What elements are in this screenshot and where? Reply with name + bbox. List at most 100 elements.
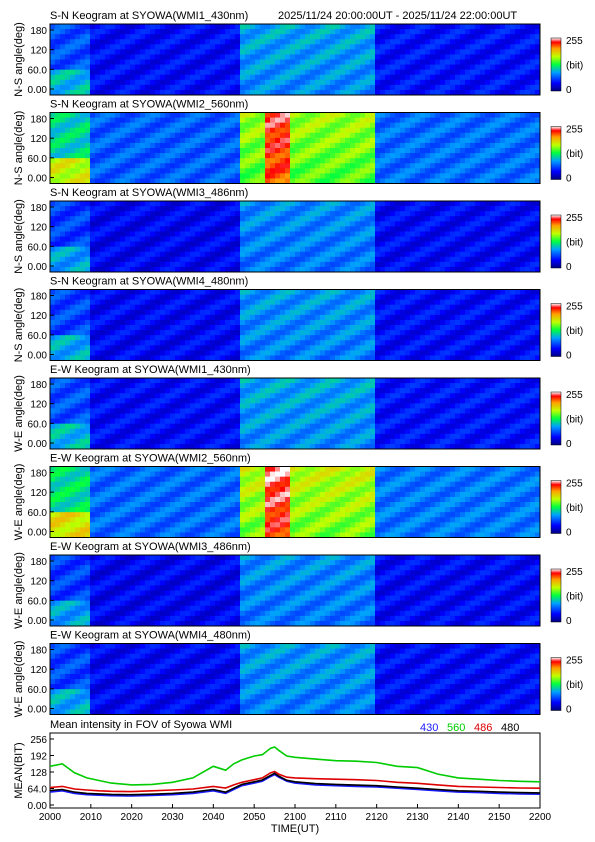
keogram-cell bbox=[60, 29, 66, 35]
keogram-cell bbox=[245, 266, 251, 273]
keogram-cell bbox=[285, 178, 291, 184]
keogram-cell bbox=[225, 304, 231, 311]
keogram-cell bbox=[240, 153, 246, 159]
keogram-cell bbox=[190, 64, 196, 71]
keogram-cell bbox=[385, 246, 391, 253]
keogram-cell bbox=[395, 132, 401, 139]
keogram-cell bbox=[220, 330, 226, 336]
keogram-cell bbox=[515, 132, 521, 139]
keogram-cell bbox=[350, 79, 356, 86]
keogram-cell bbox=[430, 246, 436, 253]
keogram-cell bbox=[425, 148, 431, 154]
keogram-cell bbox=[275, 340, 281, 346]
keogram-cell bbox=[115, 158, 121, 164]
keogram-cell bbox=[230, 132, 236, 139]
keogram-cell bbox=[120, 168, 126, 174]
keogram-cell bbox=[265, 122, 271, 129]
keogram-cell bbox=[235, 221, 241, 227]
keogram-cell bbox=[440, 256, 446, 263]
keogram-cell bbox=[60, 148, 66, 154]
keogram-cell bbox=[380, 206, 386, 212]
keogram-cell bbox=[100, 211, 106, 217]
keogram-cell bbox=[315, 84, 321, 91]
keogram-cell bbox=[90, 117, 96, 124]
keogram-cell bbox=[210, 89, 216, 96]
keogram-cell bbox=[160, 29, 166, 35]
keogram-cell bbox=[425, 206, 431, 212]
keogram-cell bbox=[220, 206, 226, 212]
keogram-cell bbox=[410, 49, 416, 55]
keogram-cell bbox=[125, 319, 131, 326]
keogram-cell bbox=[120, 148, 126, 154]
keogram-cell bbox=[305, 84, 311, 91]
keogram-cell bbox=[110, 340, 116, 346]
keogram-cell bbox=[425, 221, 431, 227]
keogram-cell bbox=[195, 89, 201, 96]
keogram-cell bbox=[340, 211, 346, 217]
keogram-cell bbox=[90, 350, 96, 356]
keogram-cell bbox=[420, 236, 426, 243]
keogram-cell bbox=[80, 236, 86, 243]
keogram-cell bbox=[85, 304, 91, 311]
keogram-cell bbox=[140, 261, 146, 268]
keogram-cell bbox=[220, 49, 226, 55]
keogram-cell bbox=[525, 163, 531, 169]
keogram-cell bbox=[125, 59, 131, 66]
keogram-cell bbox=[525, 84, 531, 91]
keogram-cell bbox=[465, 256, 471, 263]
keogram-cell bbox=[85, 226, 91, 232]
keogram-cell bbox=[435, 163, 441, 169]
keogram-cell bbox=[500, 251, 506, 258]
keogram-cell bbox=[190, 89, 196, 96]
keogram-cell bbox=[410, 132, 416, 139]
keogram-cell bbox=[515, 221, 521, 227]
keogram-cell bbox=[370, 168, 376, 174]
keogram-cell bbox=[165, 24, 171, 30]
keogram-cell bbox=[260, 49, 266, 55]
keogram-cell bbox=[485, 44, 491, 50]
keogram-cell bbox=[265, 29, 271, 35]
keogram-cell bbox=[440, 69, 446, 76]
keogram-cell bbox=[285, 127, 291, 134]
keogram-cell bbox=[255, 335, 261, 341]
keogram-cell bbox=[295, 345, 301, 351]
keogram-cell bbox=[310, 211, 316, 217]
keogram-cell bbox=[305, 178, 311, 184]
keogram-cell bbox=[125, 211, 131, 217]
keogram-cell bbox=[190, 325, 196, 331]
keogram-cell bbox=[325, 289, 331, 296]
keogram-cell bbox=[65, 221, 71, 227]
keogram-cell bbox=[95, 44, 101, 50]
keogram-cell bbox=[235, 54, 241, 60]
keogram-cell bbox=[275, 221, 281, 227]
keogram-cell bbox=[435, 24, 441, 30]
keogram-cell bbox=[255, 39, 261, 45]
keogram-cell bbox=[175, 74, 181, 81]
keogram-cell bbox=[250, 350, 256, 356]
keogram-cell bbox=[410, 89, 416, 96]
keogram-cell bbox=[530, 122, 536, 129]
keogram-cell bbox=[510, 201, 516, 207]
keogram-cell bbox=[435, 49, 441, 55]
keogram-cell bbox=[430, 49, 436, 55]
keogram-cell bbox=[105, 236, 111, 243]
keogram-cell bbox=[410, 44, 416, 50]
keogram-cell bbox=[220, 261, 226, 268]
keogram-cell bbox=[435, 261, 441, 268]
keogram-cell bbox=[365, 221, 371, 227]
keogram-cell bbox=[375, 84, 381, 91]
keogram-cell bbox=[215, 178, 221, 184]
keogram-cell bbox=[75, 211, 81, 217]
keogram-cell bbox=[210, 34, 216, 40]
keogram-cell bbox=[350, 266, 356, 273]
keogram-cell bbox=[255, 355, 261, 361]
keogram-cell bbox=[285, 261, 291, 268]
keogram-cell bbox=[390, 142, 396, 149]
keogram-cell bbox=[420, 84, 426, 91]
keogram-cell bbox=[465, 127, 471, 134]
keogram-cell bbox=[140, 319, 146, 326]
keogram-cell bbox=[250, 39, 256, 45]
keogram-cell bbox=[90, 127, 96, 134]
keogram-cell bbox=[105, 84, 111, 91]
keogram-cell bbox=[520, 241, 526, 248]
